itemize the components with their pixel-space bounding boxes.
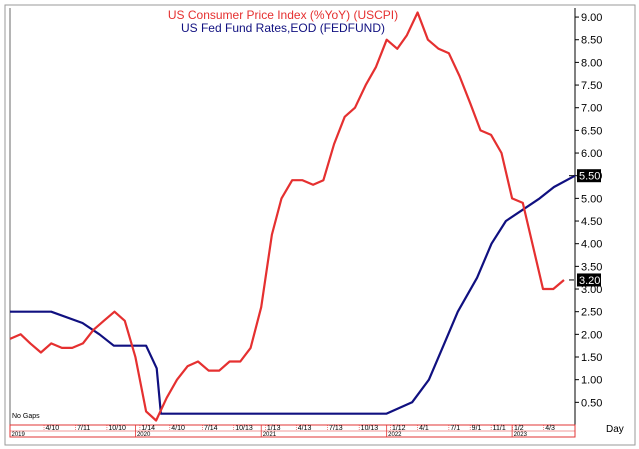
x-tick-label: 4/13 [298, 425, 312, 432]
y-tick-label: 5.00 [581, 193, 602, 205]
x-tick-label: 10/13 [235, 425, 253, 432]
date-bar [9, 424, 576, 438]
last-value-label: 5.50 [579, 171, 600, 183]
y-tick-label: 1.00 [581, 375, 602, 387]
x-tick-label: 1/13 [267, 425, 281, 432]
x-tick-label: 9/1 [472, 425, 482, 432]
year-label: 2019 [12, 432, 26, 438]
x-tick-label: 1/14 [141, 425, 155, 432]
y-tick-label: 0.50 [581, 397, 602, 409]
y-tick-label: 7.50 [581, 80, 602, 92]
last-value-badge [577, 169, 601, 183]
y-tick-label: 8.50 [581, 35, 602, 47]
y-tick-label: 4.50 [581, 216, 602, 228]
y-tick-label: 4.00 [581, 239, 602, 251]
x-tick-label: 7/13 [329, 425, 343, 432]
x-tick-label: 1/2 [514, 425, 524, 432]
series-line-fedfund [10, 174, 576, 415]
y-tick-label: 7.00 [581, 103, 602, 115]
y-axis-ticks: 0.50 1.00 1.50 2.00 2.50 3.00 3.50 4.00 4.50 5.00… [575, 12, 602, 409]
y-tick-label: 8.00 [581, 57, 602, 69]
year-label: 2023 [514, 432, 528, 438]
y-tick-label: 3.00 [581, 284, 602, 296]
y-tick-label: 6.50 [581, 125, 602, 137]
x-tick-label: 7/14 [204, 425, 218, 432]
x-tick-label: 4/10 [46, 425, 60, 432]
x-tick-label: 4/1 [419, 425, 429, 432]
x-tick-label: 10/10 [108, 425, 126, 432]
chart-frame [4, 4, 636, 446]
x-tick-label: 11/1 [493, 425, 506, 432]
x-tick-label: 4/10 [171, 425, 185, 432]
x-axis-label: Day [606, 424, 624, 435]
x-tick-label: 10/13 [361, 425, 379, 432]
y-tick-label: 6.00 [581, 148, 602, 160]
y-tick-label: 1.50 [581, 352, 602, 364]
year-label: 2021 [263, 432, 277, 438]
last-value-badge [577, 273, 601, 287]
year-label: 2020 [137, 432, 151, 438]
y-tick-label: 3.50 [581, 261, 602, 273]
x-axis-ticks: 4/10 7/11 10/10 1/14 4/10 7/14 10/13 1/13 4/13 7/… [9, 425, 555, 438]
x-tick-label: 7/11 [77, 425, 90, 432]
year-label: 2022 [388, 432, 402, 438]
y-tick-label: 2.50 [581, 307, 602, 319]
no-gaps-label: No Gaps [12, 413, 40, 420]
x-tick-label: 1/12 [392, 425, 406, 432]
series-line-uscpi [9, 11, 565, 422]
x-tick-label: 7/1 [450, 425, 460, 432]
last-value-badges: 3.20 5.50 [569, 169, 601, 287]
y-tick-label: 9.00 [581, 12, 602, 24]
x-tick-label: 4/3 [545, 425, 555, 432]
y-tick-label: 2.00 [581, 329, 602, 341]
last-value-label: 3.20 [579, 275, 600, 287]
legend-uscpi: US Consumer Price Index (%YoY) (USCPI) [168, 8, 398, 22]
legend-fedfund: US Fed Fund Rates,EOD (FEDFUND) [181, 21, 385, 35]
